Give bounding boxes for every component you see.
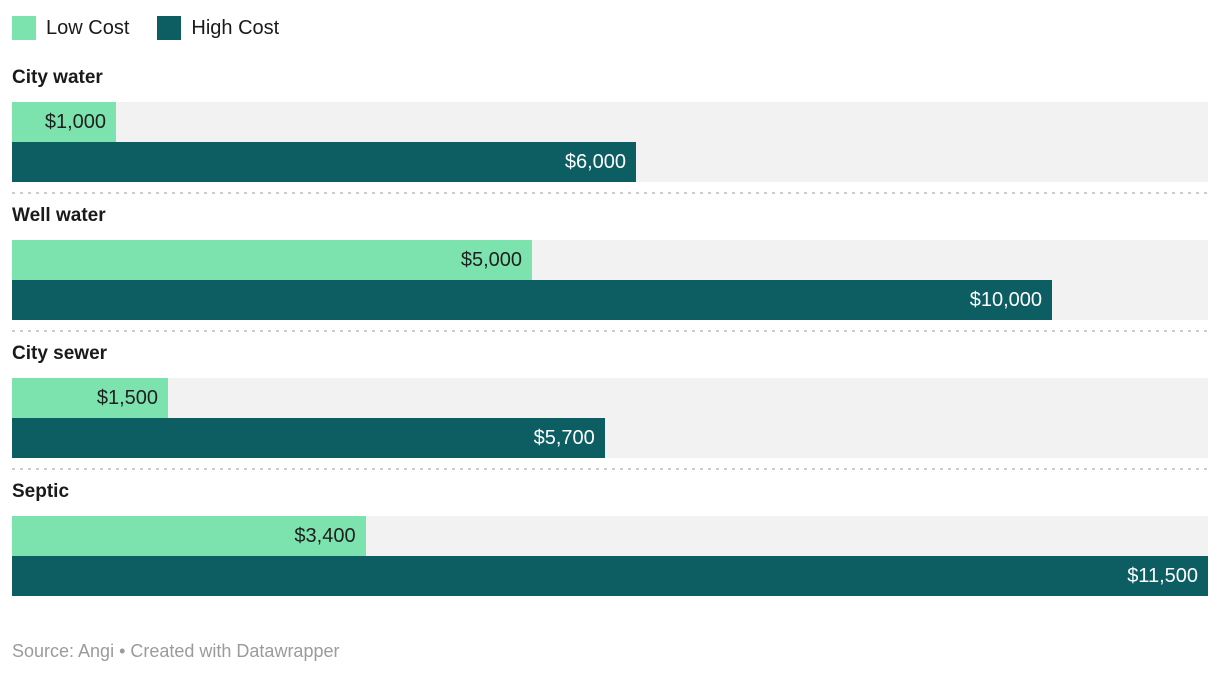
bar-low-well-water: $5,000 [12, 240, 532, 280]
bar-track: $1,500 [12, 378, 1208, 418]
source-note: Source: Angi • Created with Datawrapper [12, 641, 340, 661]
bar-low-city-sewer: $1,500 [12, 378, 168, 418]
bar-pair: $1,500 $5,700 [12, 378, 1208, 458]
bar-value-label: $1,000 [44, 111, 106, 133]
bar-pair: $5,000 $10,000 [12, 240, 1208, 320]
bar-track: $10,000 [12, 280, 1208, 320]
chart-group-city-water: City water $1,000 $6,000 [0, 42, 1220, 182]
bar-high-city-water: $6,000 [12, 142, 636, 182]
bar-value-label: $6,000 [564, 151, 626, 173]
bar-low-city-water: $1,000 [12, 102, 116, 142]
legend-label-low-cost: Low Cost [46, 17, 130, 39]
category-title: Septic [12, 481, 70, 502]
row-divider [12, 468, 1208, 470]
bar-value-label: $1,500 [96, 387, 158, 409]
bar-pair: $3,400 $11,500 [12, 516, 1208, 596]
high-cost-swatch-icon [157, 16, 182, 40]
bar-value-label: $3,400 [294, 525, 356, 547]
bar-high-city-sewer: $5,700 [12, 418, 605, 458]
bar-low-septic: $3,400 [12, 516, 366, 556]
bar-track: $11,500 [12, 556, 1208, 596]
chart-group-septic: Septic $3,400 $11,500 [0, 470, 1220, 596]
bar-track: $5,700 [12, 418, 1208, 458]
bar-value-label: $5,700 [533, 427, 595, 449]
bar-high-septic: $11,500 [12, 556, 1208, 596]
bar-track: $1,000 [12, 102, 1208, 142]
category-title: City water [12, 67, 103, 88]
legend-item-low-cost: Low Cost [12, 16, 129, 40]
legend-label-high-cost: High Cost [191, 17, 280, 39]
low-cost-swatch-icon [12, 16, 36, 40]
bar-track: $3,400 [12, 516, 1208, 556]
bar-high-well-water: $10,000 [12, 280, 1052, 320]
chart-group-city-sewer: City sewer $1,500 $5,700 [0, 332, 1220, 458]
legend: Low Cost High Cost [0, 0, 1220, 42]
bar-value-label: $10,000 [969, 289, 1042, 311]
category-title: Well water [12, 205, 106, 226]
chart-group-well-water: Well water $5,000 $10,000 [0, 194, 1220, 320]
bar-track: $6,000 [12, 142, 1208, 182]
row-divider [12, 192, 1208, 194]
bar-value-label: $11,500 [1127, 565, 1198, 587]
bar-value-label: $5,000 [460, 249, 522, 271]
row-divider [12, 330, 1208, 332]
bar-track: $5,000 [12, 240, 1208, 280]
category-title: City sewer [12, 343, 108, 364]
legend-item-high-cost: High Cost [157, 16, 279, 40]
bar-pair: $1,000 $6,000 [12, 102, 1208, 182]
